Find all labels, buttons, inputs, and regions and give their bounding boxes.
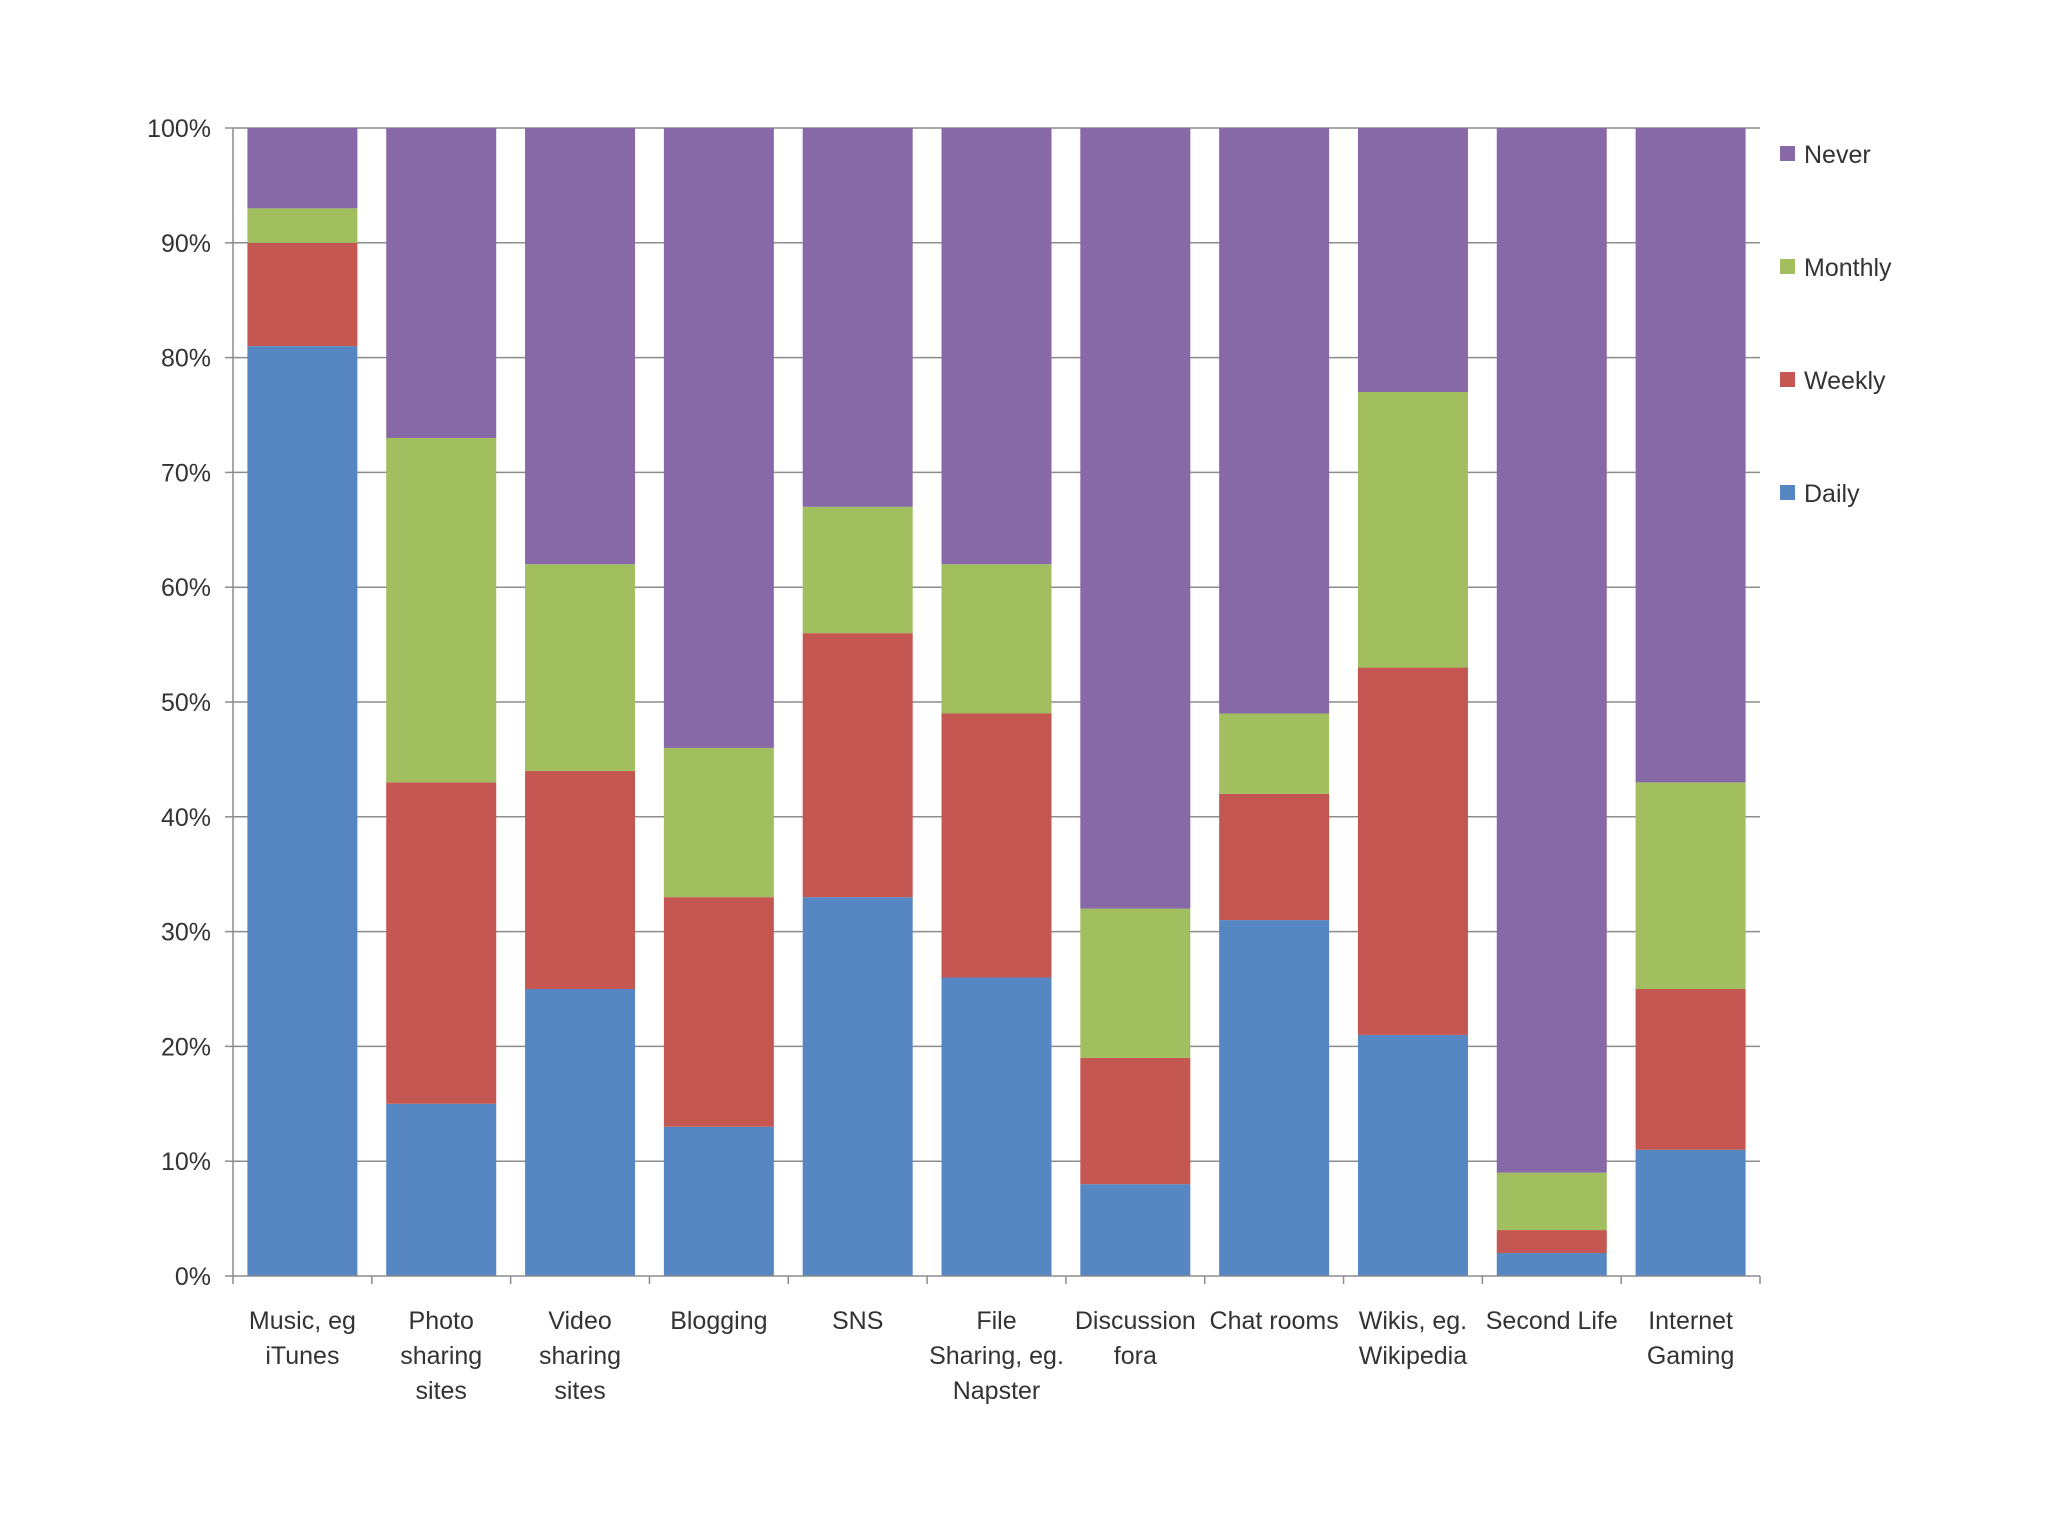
bar-segment-weekly [386,782,497,1104]
legend: Never Monthly Weekly Daily [1780,141,1892,508]
x-category-label: SNS [832,1307,883,1335]
bar-segment-monthly [386,437,497,783]
x-category-label: Wikipedia [1359,1342,1467,1370]
bar-segment-never [802,128,913,507]
bar-segment-never [1219,128,1330,714]
legend-swatch-weekly [1780,372,1795,387]
y-tick-label: 20% [161,1033,211,1061]
y-tick-label: 40% [161,804,211,832]
x-category-label: sharing [400,1342,482,1370]
bar-segment-daily [525,989,636,1276]
bar-segment-daily [1635,1149,1746,1276]
x-category-label: fora [1114,1342,1157,1370]
bar-segment-daily [941,977,1052,1276]
y-tick-label: 70% [161,459,211,487]
x-category-label: sharing [539,1342,621,1370]
y-axis-tick-labels: 0% 10% 20% 30% 40% 50% 60% 70% 80% 90% 100% [147,115,211,1291]
y-tick-label: 100% [147,115,211,143]
x-category-label: Photo [409,1307,474,1335]
bar-segment-monthly [1496,1172,1607,1231]
bar-segment-monthly [1635,782,1746,989]
bar-segment-monthly [1080,908,1191,1058]
axes [225,127,1761,1284]
bar-segment-monthly [1219,713,1330,794]
bar-segment-monthly [247,208,358,243]
bar-segment-never [386,128,497,438]
bar-segment-monthly [941,564,1052,714]
legend-label-weekly: Weekly [1804,367,1886,395]
bar-segment-daily [1080,1184,1191,1276]
bar-segment-daily [386,1103,497,1276]
x-category-label: Sharing, eg. [929,1342,1064,1370]
x-category-label: sites [554,1377,605,1405]
x-category-label: Napster [953,1377,1041,1405]
bar-segment-never [1357,128,1468,393]
bar-segment-weekly [802,633,913,898]
y-tick-label: 60% [161,574,211,602]
x-category-label: Blogging [670,1307,767,1335]
y-tick-label: 10% [161,1148,211,1176]
bar-segment-monthly [663,747,774,898]
bars [247,128,1746,1276]
bar-segment-weekly [247,242,358,347]
x-category-label: Music, eg [249,1307,356,1335]
legend-swatch-never [1780,146,1795,161]
bar-segment-never [525,128,636,565]
y-tick-label: 50% [161,689,211,717]
bar-segment-never [1635,128,1746,783]
x-category-label: File [976,1307,1016,1335]
x-category-label: Gaming [1647,1342,1735,1370]
bar-segment-daily [802,897,913,1276]
x-category-label: Second Life [1486,1307,1618,1335]
bar-segment-never [663,128,774,748]
bar-segment-never [941,128,1052,565]
x-category-label: sites [416,1377,467,1405]
bar-segment-never [247,128,358,209]
legend-swatch-daily [1780,485,1795,500]
bar-segment-never [1080,128,1191,909]
bar-segment-daily [1357,1034,1468,1276]
bar-segment-daily [247,346,358,1276]
bar-segment-weekly [1635,989,1746,1150]
y-tick-label: 0% [175,1263,211,1291]
bar-segment-weekly [1219,793,1330,921]
bar-segment-weekly [1080,1057,1191,1185]
bar-segment-monthly [1357,392,1468,668]
legend-label-monthly: Monthly [1804,254,1892,282]
bar-segment-monthly [802,506,913,634]
legend-label-never: Never [1804,141,1871,169]
bar-segment-daily [1219,920,1330,1276]
y-tick-label: 90% [161,230,211,258]
legend-swatch-monthly [1780,259,1795,274]
bar-segment-weekly [525,770,636,989]
bar-segment-weekly [663,897,774,1127]
bar-segment-weekly [1496,1230,1607,1254]
bar-segment-daily [663,1126,774,1276]
y-tick-label: 30% [161,919,211,947]
y-tick-label: 80% [161,345,211,373]
bar-segment-weekly [1357,667,1468,1035]
bar-segment-never [1496,128,1607,1173]
bar-segment-monthly [525,564,636,771]
x-category-label: Discussion [1075,1307,1196,1335]
bar-segment-daily [1496,1253,1607,1276]
x-category-label: Video [548,1307,612,1335]
x-category-label: Internet [1648,1307,1733,1335]
x-category-label: iTunes [265,1342,339,1370]
bar-segment-weekly [941,713,1052,978]
x-category-label: Chat rooms [1210,1307,1339,1335]
x-axis-category-labels: Music, eg iTunes Photo sharing sites Video sha… [249,1307,1734,1405]
x-category-label: Wikis, eg. [1359,1307,1467,1335]
legend-label-daily: Daily [1804,480,1860,508]
